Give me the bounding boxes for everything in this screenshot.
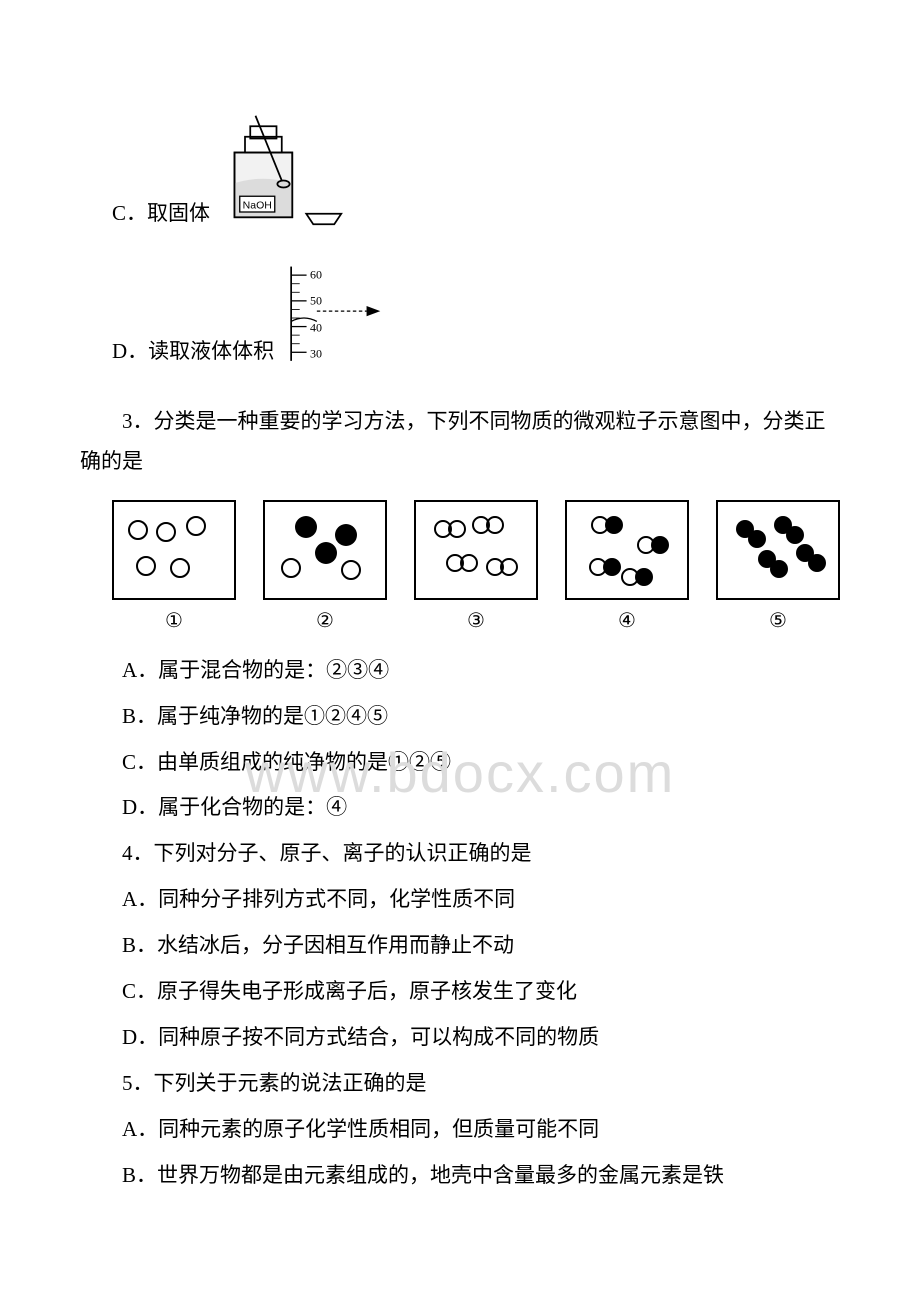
q3-stem: 3．分类是一种重要的学习方法，下列不同物质的微观粒子示意图中，分类正确的是 bbox=[80, 402, 840, 482]
svg-text:NaOH: NaOH bbox=[243, 200, 272, 212]
label-1: ① bbox=[112, 608, 236, 633]
q5-stem: 5．下列关于元素的说法正确的是 bbox=[80, 1064, 840, 1104]
q3-opt-b: B．属于纯净物的是①②④⑤ bbox=[80, 697, 840, 737]
q4-opt-c: C．原子得失电子形成离子后，原子核发生了变化 bbox=[80, 972, 840, 1012]
q3-opt-a: A．属于混合物的是：②③④ bbox=[80, 651, 840, 691]
q4-opt-a: A．同种分子排列方式不同，化学性质不同 bbox=[80, 880, 840, 920]
diagram-1 bbox=[112, 500, 236, 600]
option-d-text: D．读取液体体积 bbox=[112, 332, 274, 372]
diagram-5 bbox=[716, 500, 840, 600]
diagram-labels: ① ② ③ ④ ⑤ bbox=[112, 608, 840, 633]
diagram-3 bbox=[414, 500, 538, 600]
q4-opt-d: D．同种原子按不同方式结合，可以构成不同的物质 bbox=[80, 1018, 840, 1058]
svg-text:60: 60 bbox=[310, 268, 322, 282]
label-2: ② bbox=[263, 608, 387, 633]
label-5: ⑤ bbox=[716, 608, 840, 633]
particle-diagrams bbox=[112, 500, 840, 600]
q4-opt-b: B．水结冰后，分子因相互作用而静止不动 bbox=[80, 926, 840, 966]
bottle-figure: NaOH bbox=[210, 100, 350, 240]
q3-opt-c: C．由单质组成的纯净物的是①②⑤ bbox=[80, 743, 840, 783]
svg-text:50: 50 bbox=[310, 293, 322, 307]
option-c-text: C．取固体 bbox=[112, 194, 210, 234]
q5-opt-a: A．同种元素的原子化学性质相同，但质量可能不同 bbox=[80, 1110, 840, 1150]
svg-text:30: 30 bbox=[310, 346, 322, 360]
q3-opt-d: D．属于化合物的是：④ bbox=[80, 788, 840, 828]
q4-stem: 4．下列对分子、原子、离子的认识正确的是 bbox=[80, 834, 840, 874]
diagram-4 bbox=[565, 500, 689, 600]
label-3: ③ bbox=[414, 608, 538, 633]
cylinder-figure: 60 50 40 30 bbox=[274, 258, 394, 378]
label-4: ④ bbox=[565, 608, 689, 633]
q5-opt-b: B．世界万物都是由元素组成的，地壳中含量最多的金属元素是铁 bbox=[80, 1156, 840, 1196]
diagram-2 bbox=[263, 500, 387, 600]
svg-text:40: 40 bbox=[310, 321, 322, 335]
